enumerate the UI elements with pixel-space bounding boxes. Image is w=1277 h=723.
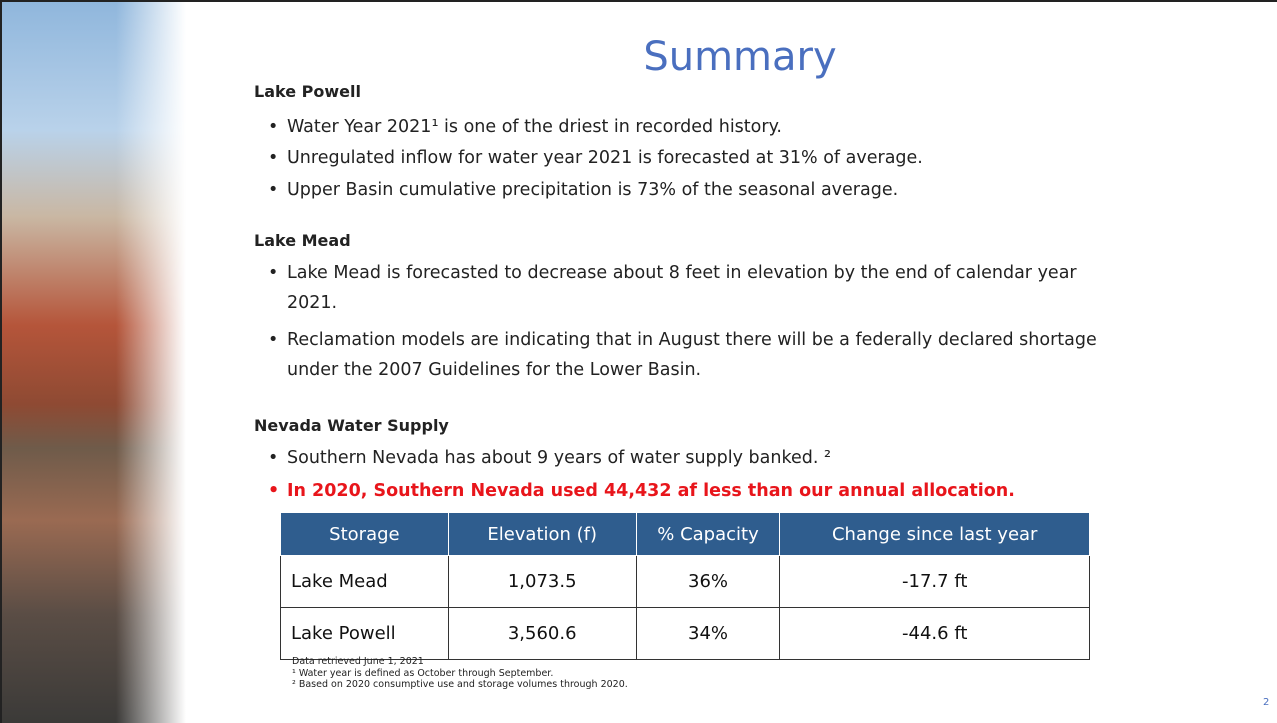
table-header: Elevation (f) [448, 513, 636, 556]
canyon-image [0, 0, 186, 723]
table-header: % Capacity [636, 513, 780, 556]
table-cell: 3,560.6 [448, 608, 636, 660]
bullet: Reclamation models are indicating that i… [268, 325, 1107, 385]
section-heading: Lake Powell [254, 82, 361, 101]
bullet: Unregulated inflow for water year 2021 i… [268, 143, 1107, 173]
table-header: Storage [281, 513, 449, 556]
table-cell: 36% [636, 556, 780, 608]
page-number: 2 [1263, 697, 1269, 708]
section-heading: Nevada Water Supply [254, 416, 449, 435]
table-cell: 1,073.5 [448, 556, 636, 608]
table-cell: -44.6 ft [780, 608, 1090, 660]
table-cell: Lake Powell [281, 608, 449, 660]
storage-table: Storage Elevation (f) % Capacity Change … [280, 512, 1090, 660]
table-cell: 34% [636, 608, 780, 660]
table-header: Change since last year [780, 513, 1090, 556]
section-heading: Lake Mead [254, 231, 351, 250]
bullet: Lake Mead is forecasted to decrease abou… [268, 258, 1107, 318]
footnote: ¹ Water year is defined as October throu… [292, 668, 553, 679]
bullet: Southern Nevada has about 9 years of wat… [268, 443, 1107, 473]
bullet: Upper Basin cumulative precipitation is … [268, 175, 1107, 205]
slide-title: Summary [540, 34, 940, 80]
bullet: Water Year 2021¹ is one of the driest in… [268, 112, 1107, 142]
highlight-bullet: In 2020, Southern Nevada used 44,432 af … [268, 476, 1167, 506]
slide: Summary Lake Powell Water Year 2021¹ is … [0, 0, 1277, 723]
footnote: ² Based on 2020 consumptive use and stor… [292, 679, 628, 690]
table-cell: Lake Mead [281, 556, 449, 608]
table-cell: -17.7 ft [780, 556, 1090, 608]
footnote: Data retrieved June 1, 2021 [292, 656, 424, 667]
